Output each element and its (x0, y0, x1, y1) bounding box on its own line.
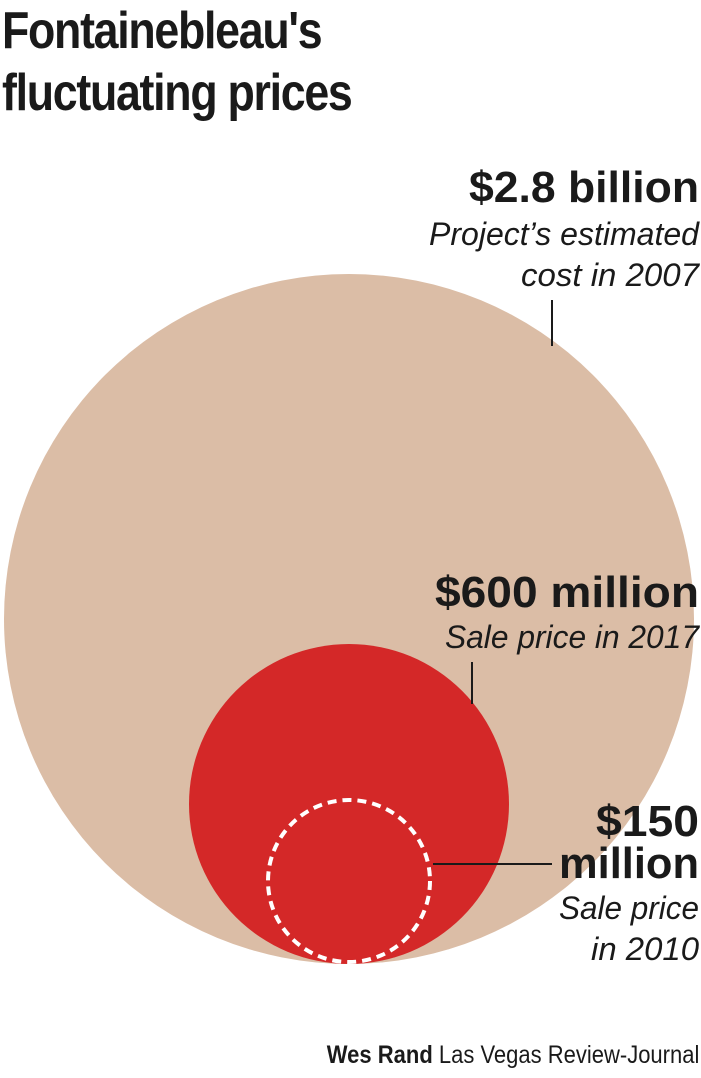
credit-name: Wes Rand (326, 1041, 433, 1069)
bubble-2017-sale (189, 644, 509, 964)
bubble-2007-cost (4, 274, 694, 964)
value-label-2010-line-1: $150 (596, 797, 699, 846)
chart-title: Fontainebleau's fluctuating prices (2, 0, 353, 124)
desc-line-2007-2: cost in 2007 (521, 257, 700, 293)
title-line-2: fluctuating prices (2, 64, 353, 122)
value-label-2010-line-2: million (559, 839, 699, 888)
value-label-2007: $2.8 billion (469, 163, 699, 212)
desc-line-2010-2: in 2010 (591, 931, 699, 967)
title-line-1: Fontainebleau's (2, 2, 323, 60)
desc-line-2007-1: Project’s estimated (429, 216, 700, 252)
credit-line: Wes Rand Las Vegas Review-Journal (326, 1038, 699, 1072)
value-label-2017: $600 million (435, 568, 699, 617)
desc-line-2017-1: Sale price in 2017 (445, 619, 700, 655)
bubble-2010-sale (266, 798, 432, 964)
desc-line-2010-1: Sale price (559, 890, 699, 926)
credit-org: Las Vegas Review-Journal (438, 1041, 699, 1069)
